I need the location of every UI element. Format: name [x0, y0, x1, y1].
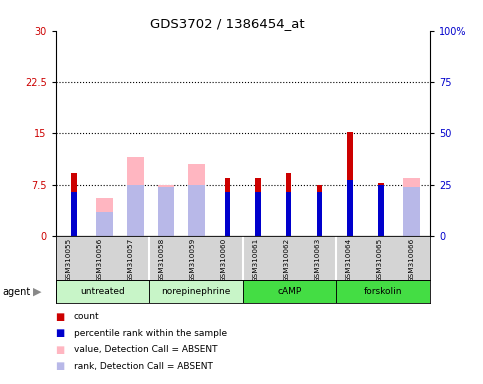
Text: GSM310064: GSM310064 [346, 237, 352, 282]
Bar [71, 173, 77, 236]
Text: percentile rank within the sample: percentile rank within the sample [74, 329, 227, 338]
Text: norepinephrine: norepinephrine [161, 287, 230, 296]
Bar [286, 173, 292, 236]
Text: value, Detection Call = ABSENT: value, Detection Call = ABSENT [74, 345, 217, 354]
Text: agent: agent [2, 287, 30, 297]
Bar [256, 192, 261, 236]
FancyBboxPatch shape [149, 280, 242, 303]
Bar [157, 187, 174, 236]
Text: ▶: ▶ [33, 287, 42, 297]
Bar [71, 192, 77, 236]
Bar [188, 164, 205, 236]
Text: GSM310065: GSM310065 [377, 237, 383, 282]
Text: count: count [74, 312, 99, 321]
Bar [96, 212, 113, 236]
Text: ■: ■ [56, 361, 65, 371]
Bar [347, 132, 353, 236]
Text: GSM310063: GSM310063 [315, 237, 321, 282]
FancyBboxPatch shape [56, 280, 149, 303]
Bar [225, 192, 230, 236]
Text: ■: ■ [56, 345, 65, 355]
Text: GSM310056: GSM310056 [96, 237, 102, 282]
Bar [127, 185, 144, 236]
Bar [188, 185, 205, 236]
Text: untreated: untreated [80, 287, 125, 296]
Bar [378, 183, 384, 236]
Bar [317, 185, 322, 236]
Text: ■: ■ [56, 312, 65, 322]
Text: GSM310055: GSM310055 [65, 237, 71, 282]
Text: GSM310060: GSM310060 [221, 237, 227, 282]
Bar [317, 192, 322, 236]
FancyBboxPatch shape [242, 280, 336, 303]
Bar [127, 157, 144, 236]
Text: ■: ■ [56, 328, 65, 338]
Text: GSM310062: GSM310062 [284, 237, 289, 282]
Text: forskolin: forskolin [364, 287, 402, 296]
Bar [347, 180, 353, 236]
Bar [157, 185, 174, 236]
Bar [256, 178, 261, 236]
Text: GDS3702 / 1386454_at: GDS3702 / 1386454_at [150, 17, 304, 30]
Bar [225, 178, 230, 236]
Bar [286, 192, 292, 236]
Text: GSM310061: GSM310061 [252, 237, 258, 282]
Bar [378, 185, 384, 236]
Bar [403, 178, 420, 236]
Text: cAMP: cAMP [277, 287, 301, 296]
FancyBboxPatch shape [336, 280, 430, 303]
Text: GSM310059: GSM310059 [190, 237, 196, 282]
Text: GSM310057: GSM310057 [128, 237, 133, 282]
Bar [96, 199, 113, 236]
Text: rank, Detection Call = ABSENT: rank, Detection Call = ABSENT [74, 362, 213, 371]
Bar [403, 187, 420, 236]
Text: GSM310066: GSM310066 [408, 237, 414, 282]
Text: GSM310058: GSM310058 [159, 237, 165, 282]
